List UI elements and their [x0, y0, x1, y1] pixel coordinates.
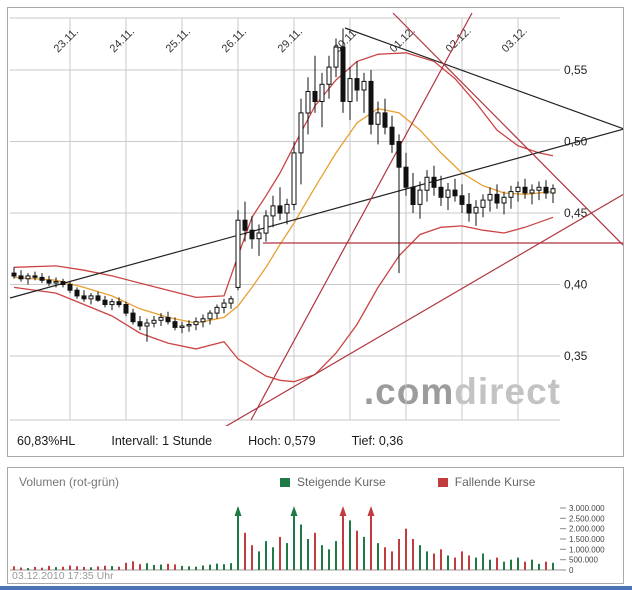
watermark-direct: direct	[454, 371, 561, 412]
svg-text:0,35: 0,35	[564, 349, 588, 363]
svg-text:1.000.000: 1.000.000	[569, 545, 605, 554]
svg-text:01.12.: 01.12.	[388, 25, 418, 55]
svg-text:0: 0	[569, 566, 574, 575]
comdirect-watermark: .comdirect	[364, 373, 561, 410]
falling-swatch	[437, 477, 448, 487]
range-percent-label: 60,83%HL	[17, 434, 76, 448]
svg-text:0,40: 0,40	[564, 278, 588, 292]
svg-text:02.12.: 02.12.	[444, 25, 474, 55]
volume-panel: 3.000.000 2.500.000 2.000.000 1.500.000 1.00…	[7, 467, 624, 584]
svg-text:03.12.: 03.12.	[500, 25, 530, 55]
svg-text:0,55: 0,55	[564, 63, 588, 77]
volume-title: Volumen (rot-grün)	[19, 475, 120, 489]
svg-text:26.11.: 26.11.	[220, 26, 250, 56]
watermark-com: .com	[363, 371, 455, 412]
svg-text:23.11.: 23.11.	[52, 26, 82, 56]
svg-text:2.500.000: 2.500.000	[569, 514, 605, 523]
legend-falling-label: Fallende Kurse	[454, 475, 536, 489]
volume-legend: Steigende Kurse Fallende Kurse	[280, 475, 535, 489]
legend-rising-label: Steigende Kurse	[297, 475, 386, 489]
interval-label: Intervall: 1 Stunde	[111, 434, 213, 448]
svg-text:0,45: 0,45	[564, 206, 588, 220]
svg-text:29.11.: 29.11.	[276, 26, 306, 56]
rising-swatch	[280, 477, 290, 487]
legend-falling: Fallende Kurse	[437, 475, 536, 489]
svg-text:3.000.000: 3.000.000	[569, 504, 605, 513]
legend-rising: Steigende Kurse	[280, 475, 386, 489]
svg-text:25.11.: 25.11.	[164, 26, 194, 56]
low-label: Tief: 0,36	[351, 434, 404, 448]
price-chart-panel: .comdirect 0,55 0,50 0,45 0,40 0,35 23.11. 24.…	[7, 7, 624, 457]
svg-text:2.000.000: 2.000.000	[569, 525, 605, 534]
chart-timestamp: 03.12.2010 17:35 Uhr	[12, 570, 114, 582]
price-chart: 0,55 0,50 0,45 0,40 0,35 23.11. 24.11. 25.11. 26…	[9, 12, 623, 426]
svg-text:1.500.000: 1.500.000	[569, 535, 605, 544]
svg-text:500.000: 500.000	[569, 556, 598, 565]
svg-text:24.11.: 24.11.	[108, 26, 138, 56]
high-label: Hoch: 0,579	[248, 434, 316, 448]
bottom-blue-bar	[0, 586, 632, 590]
svg-text:0,50: 0,50	[564, 135, 588, 149]
chart-info-bar: 60,83%HL Intervall: 1 Stunde Hoch: 0,579…	[17, 434, 403, 448]
